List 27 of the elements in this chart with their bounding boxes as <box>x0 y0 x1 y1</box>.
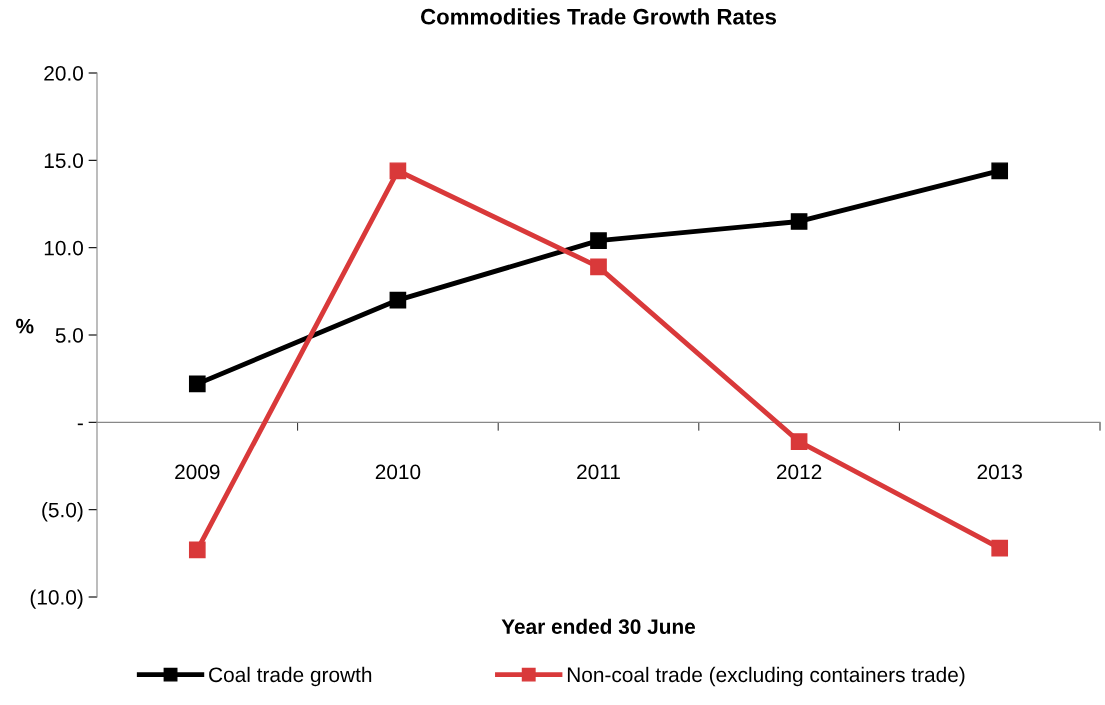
x-tick-label: 2010 <box>375 464 421 480</box>
point <box>991 539 1009 557</box>
x-tick-label: 2012 <box>776 464 822 480</box>
point <box>188 541 206 559</box>
y-tick-label: - <box>77 423 83 426</box>
point <box>590 258 607 276</box>
chart-title: Commodities Trade Growth Rates <box>420 8 777 25</box>
legend-label: Coal trade growth <box>209 666 372 687</box>
y-tick-label: (5.0) <box>42 502 83 522</box>
y-tick-label: 20.0 <box>44 66 83 81</box>
y-tick-label: 10.0 <box>44 240 83 256</box>
x-tick-label: 2009 <box>175 464 220 480</box>
point <box>991 162 1009 180</box>
point <box>389 291 407 309</box>
point <box>590 232 607 250</box>
x-tick-label: 2011 <box>577 464 620 480</box>
y-tick-label: 5.0 <box>55 328 83 343</box>
x-tick-label: 2013 <box>977 464 1022 480</box>
point <box>790 433 808 450</box>
legend-label: Non-coal trade (excluding containers trade) <box>567 666 965 687</box>
point <box>188 375 206 393</box>
y-tick-label: 15.0 <box>44 153 83 169</box>
point <box>389 162 407 180</box>
x-axis-title: Year ended 30 June <box>501 618 696 635</box>
point <box>790 213 808 230</box>
y-axis-title: % <box>16 318 34 334</box>
y-tick-label: (10.0) <box>30 589 83 609</box>
